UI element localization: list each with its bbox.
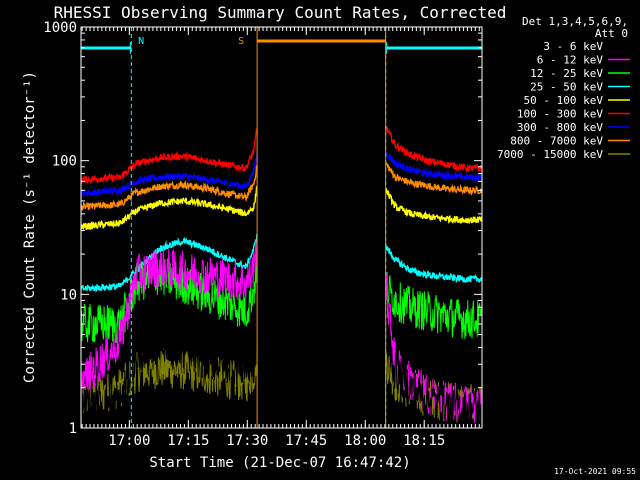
- plot-frame: [80, 26, 483, 429]
- series-line-3-part-0: [80, 233, 258, 293]
- series-line-7-part-0: [80, 165, 258, 211]
- legend-label-2: 12 - 25 keV: [530, 67, 603, 80]
- legend-label-6: 300 - 800 keV: [517, 121, 603, 134]
- annotation-0: N: [138, 36, 144, 47]
- x-tick-label-4: 18:00: [344, 433, 386, 449]
- x-axis: 17:00 17:15 17:30 17:45 18:00 18:15: [81, 27, 480, 449]
- legend-label-1: 6 - 12 keV: [537, 54, 604, 67]
- series-line-7-part-1: [385, 162, 483, 196]
- y-axis-label: Corrected Count Rate (s⁻¹ detector⁻¹): [22, 71, 38, 383]
- series-line-5-part-1: [385, 125, 483, 173]
- legend-label-3: 25 - 50 keV: [530, 81, 603, 94]
- series-line-0-part-0: [80, 321, 258, 426]
- timestamp: 17-Oct-2021 09:55: [554, 467, 636, 476]
- series-line-6-part-1: [385, 152, 483, 183]
- y-tick-label-1: 10: [60, 287, 77, 303]
- series-line-2-part-1: [385, 271, 483, 340]
- y-tick-label-3: 1000: [43, 20, 77, 36]
- y-axis: 1 10 100 1000: [43, 20, 482, 437]
- legend-label-0: 3 - 6 keV: [543, 40, 603, 53]
- x-axis-label: Start Time (21-Dec-07 16:47:42): [149, 455, 410, 471]
- legend-header-line-2: Att 0: [595, 27, 628, 40]
- x-tick-label-5: 18:15: [403, 433, 445, 449]
- chart-title: RHESSI Observing Summary Count Rates, Co…: [54, 3, 507, 22]
- x-tick-label-2: 17:30: [226, 433, 268, 449]
- series-line-4-part-0: [80, 185, 258, 231]
- series-line-6-part-0: [80, 153, 258, 197]
- series-line-2-part-0: [80, 245, 258, 344]
- x-tick-label-1: 17:15: [167, 433, 209, 449]
- y-tick-label-0: 1: [69, 421, 77, 437]
- annotation-1: S: [238, 36, 244, 47]
- legend-label-5: 100 - 300 keV: [517, 108, 603, 121]
- legend-label-4: 50 - 100 keV: [524, 94, 604, 107]
- series-line-4-part-1: [385, 188, 483, 225]
- y-tick-label-2: 100: [52, 154, 77, 170]
- x-tick-label-0: 17:00: [108, 433, 150, 449]
- legend-label-7: 800 - 7000 keV: [510, 135, 603, 148]
- legend-header-line-1: Det 1,3,4,5,6,9,: [522, 15, 628, 28]
- series-line-5-part-0: [80, 128, 258, 185]
- series-line-0-part-1: [385, 331, 483, 429]
- series-line-1-part-0: [80, 239, 258, 402]
- legend-label-8: 7000 - 15000 keV: [497, 148, 603, 161]
- x-tick-label-3: 17:45: [285, 433, 327, 449]
- series-line-3-part-1: [385, 243, 483, 284]
